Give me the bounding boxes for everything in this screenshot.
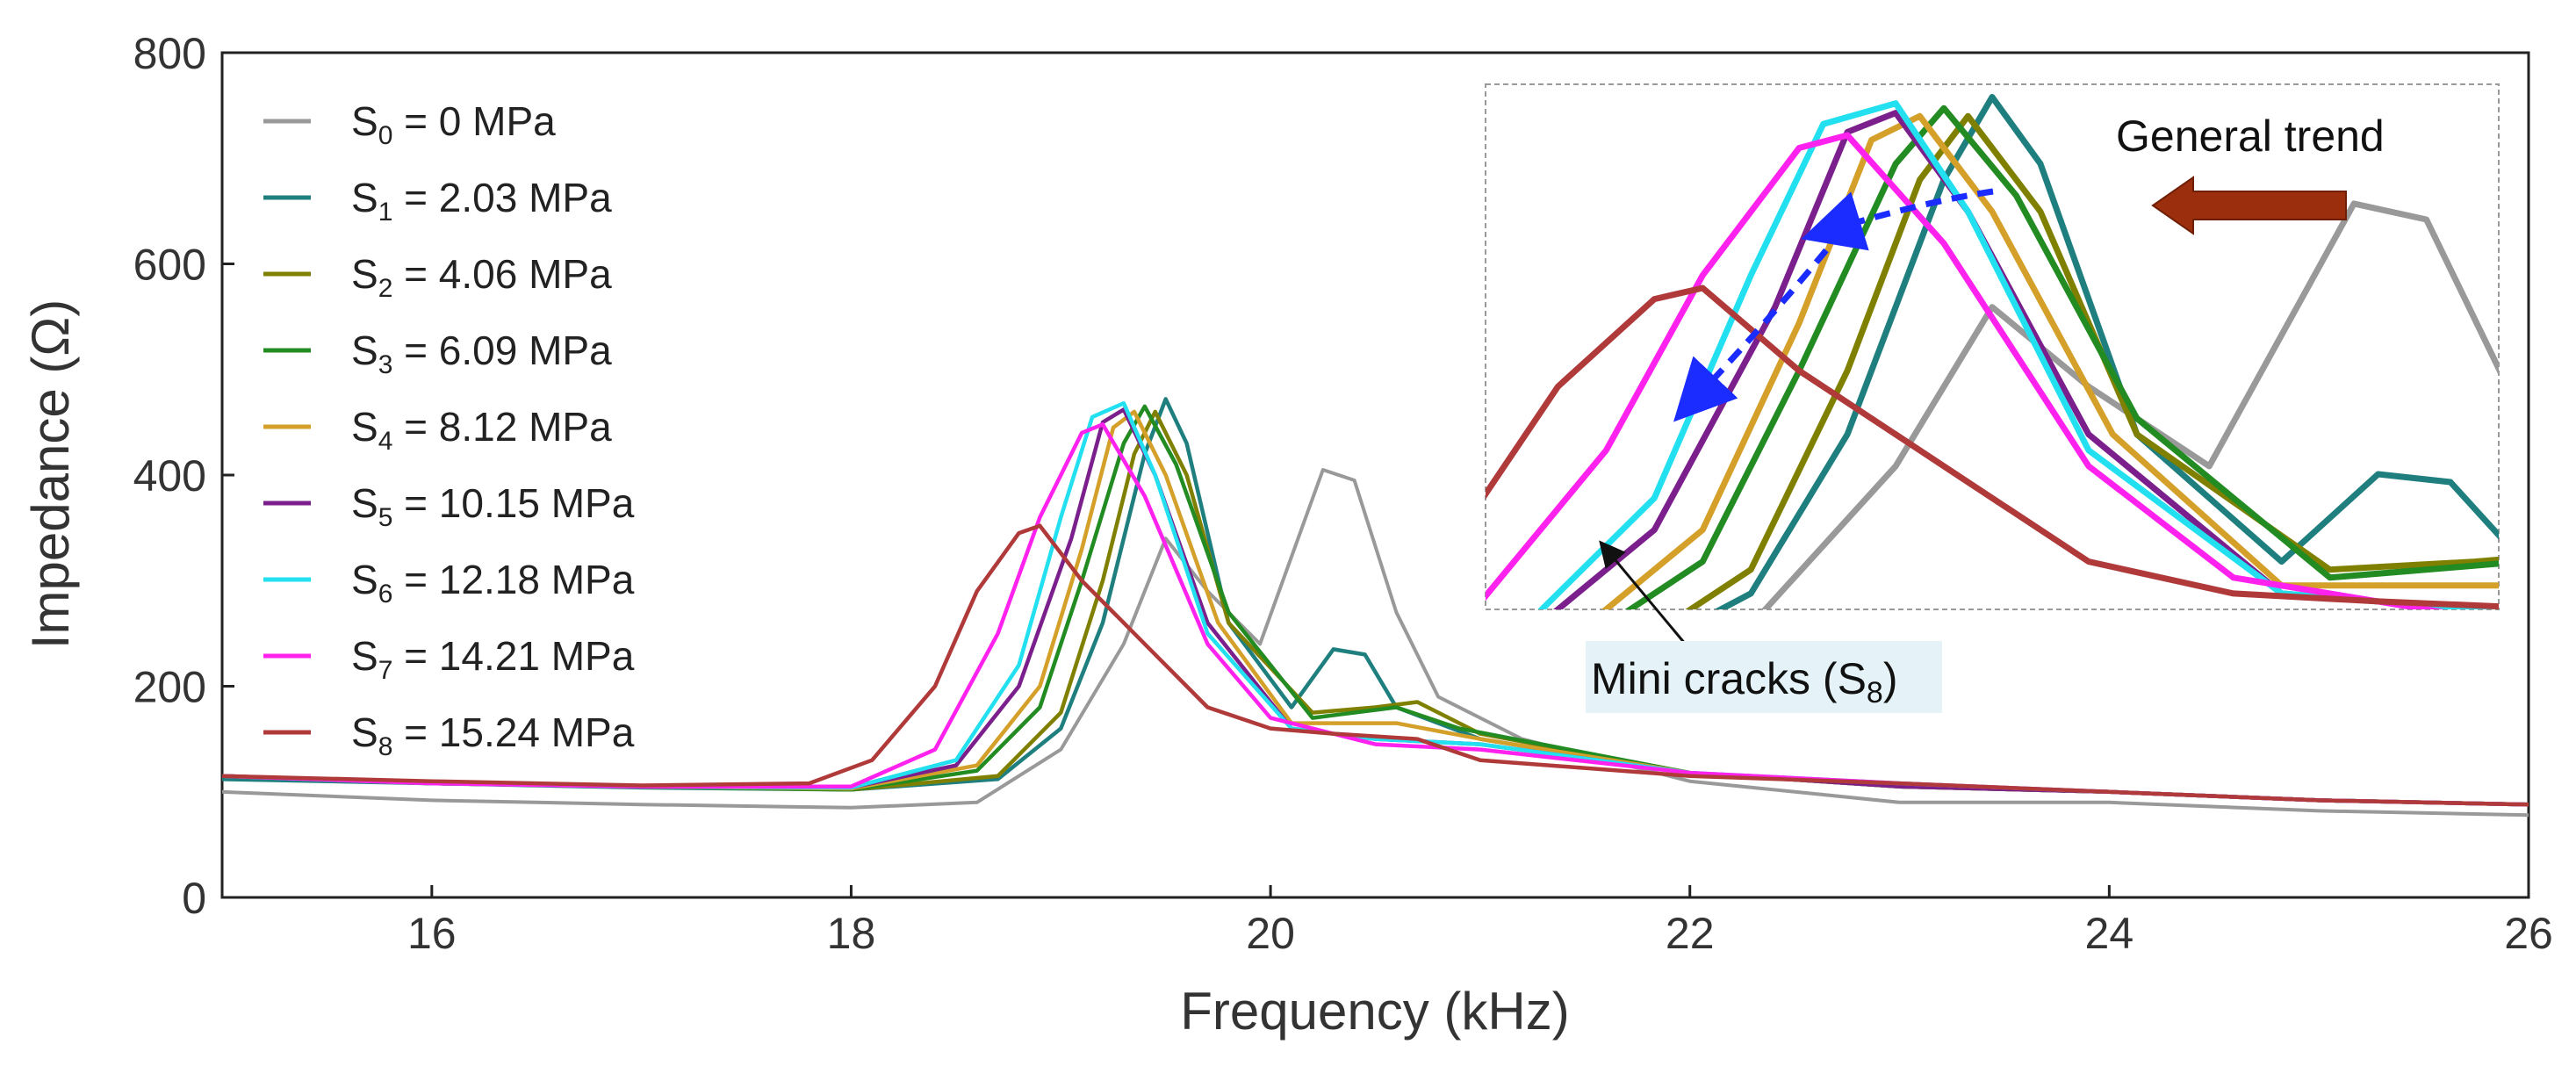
y-axis-title: Impedance (Ω) [21, 299, 80, 649]
mini-cracks-label: Mini cracks (S8) [1591, 654, 1898, 709]
x-axis-ticks: 16 18 20 22 24 26 [407, 885, 2553, 958]
legend-label-s5: S5 = 10.15 MPa [351, 480, 635, 532]
y-tick-label: 400 [133, 451, 206, 501]
x-tick-label: 22 [1666, 909, 1715, 958]
legend: S0 = 0 MPa S1 = 2.03 MPa S2 = 4.06 MPa S3 =… [263, 98, 635, 761]
legend-label-s4: S4 = 8.12 MPa [351, 404, 612, 456]
x-axis-title: Frequency (kHz) [1180, 982, 1569, 1041]
x-tick-label: 18 [827, 909, 876, 958]
legend-label-s7: S7 = 14.21 MPa [351, 633, 635, 685]
mini-cracks-pointer [1599, 540, 1692, 651]
trend-arrow-lower [1673, 248, 1829, 422]
y-tick-label: 200 [133, 663, 206, 712]
mini-cracks-label-bg [1586, 641, 1942, 713]
general-trend-label: General trend [2116, 112, 2385, 161]
x-tick-label: 26 [2504, 909, 2553, 958]
y-tick-label: 600 [133, 241, 206, 290]
series-line-s8 [222, 523, 2529, 807]
inset-series-line-s4 [1601, 112, 2499, 609]
inset-series-line-s3 [1624, 104, 2499, 609]
x-tick-label: 24 [2085, 909, 2134, 958]
legend-label-s1: S1 = 2.03 MPa [351, 175, 612, 227]
inset-series-line-s7 [1486, 132, 2445, 609]
general-trend-arrow-icon [2151, 176, 2347, 235]
x-tick-label: 20 [1246, 909, 1295, 958]
inset-series-line-s0 [1760, 200, 2499, 609]
y-tick-label: 0 [182, 874, 206, 923]
legend-label-s3: S3 = 6.09 MPa [351, 328, 612, 379]
inset-series-line-s8 [1486, 285, 2499, 609]
y-axis-ticks: 0 200 400 600 800 [133, 29, 234, 923]
main-series-group [222, 397, 2529, 818]
trend-arrow-upper [1801, 188, 1994, 251]
x-tick-label: 16 [407, 909, 457, 958]
y-tick-label: 800 [133, 29, 206, 78]
inset-series-line-s6 [1537, 100, 2499, 609]
legend-label-s2: S2 = 4.06 MPa [351, 251, 612, 303]
series-line-s0 [222, 468, 2529, 818]
legend-label-s6: S6 = 12.18 MPa [351, 557, 635, 609]
legend-label-s0: S0 = 0 MPa [351, 98, 556, 150]
legend-label-s8: S8 = 15.24 MPa [351, 709, 635, 761]
inset-series-group [1486, 94, 2499, 609]
